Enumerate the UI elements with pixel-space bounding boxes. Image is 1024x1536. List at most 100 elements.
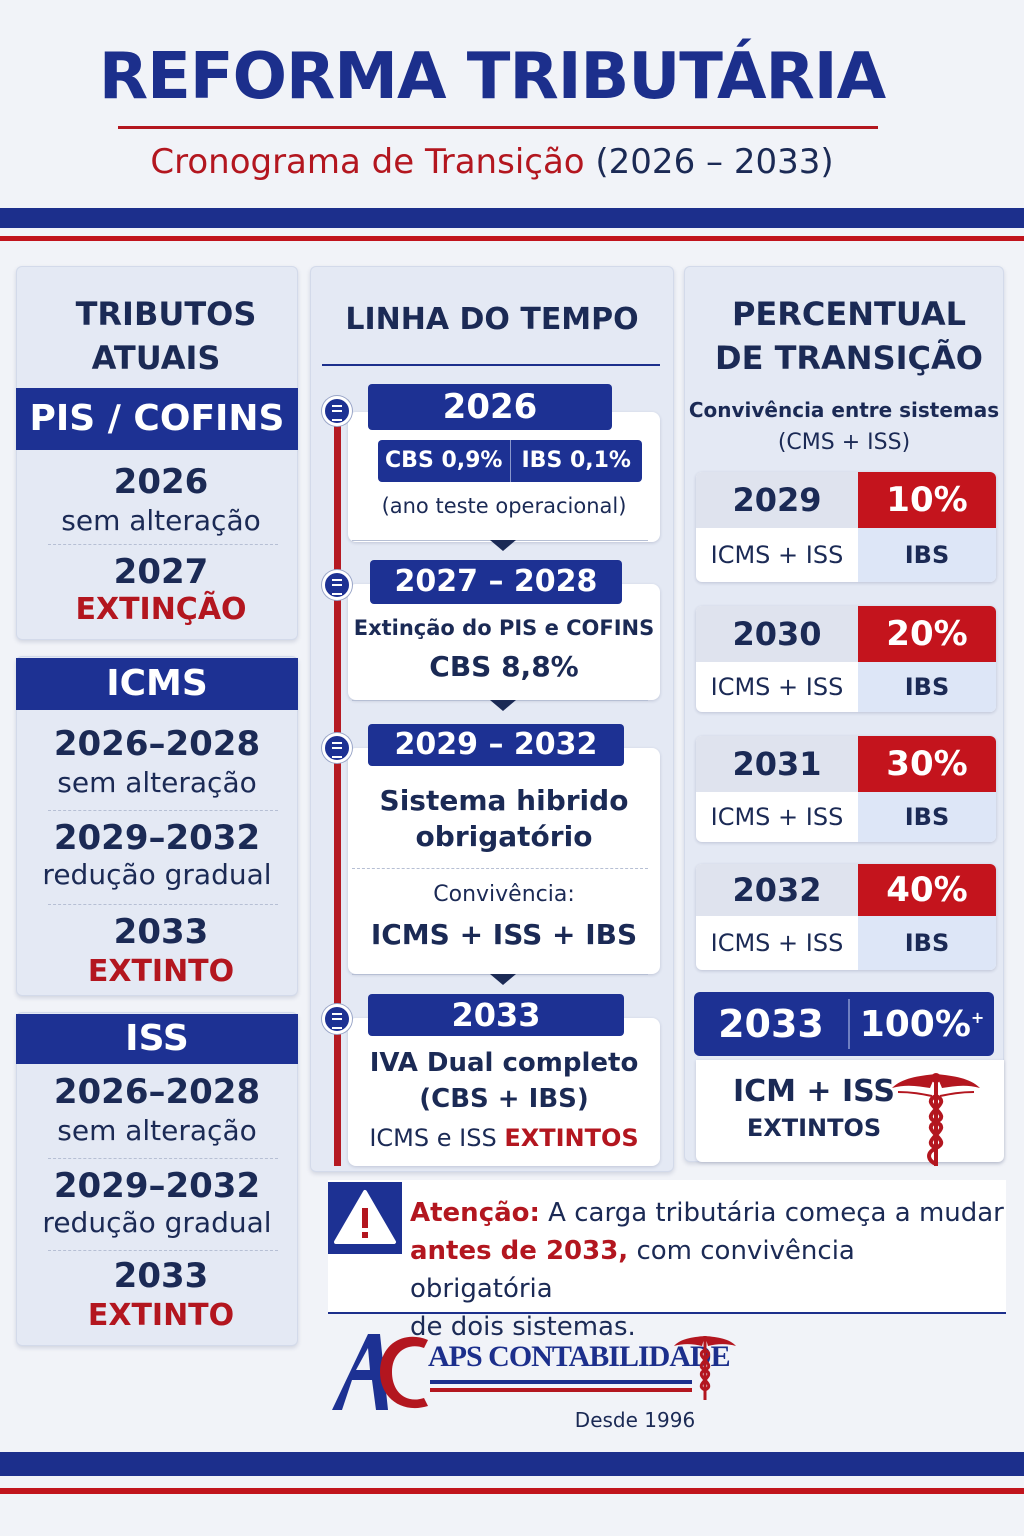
percent-final-year: 2033: [694, 999, 850, 1049]
timeline-note-2026: (ano teste operacional): [381, 494, 627, 518]
timeline-text-extinct: ICMS e ISS EXTINTOS: [348, 1124, 660, 1152]
logo-caduceus-icon: [672, 1330, 738, 1402]
timeline-extinct-taxes: ICMS e ISS: [369, 1124, 497, 1152]
subtitle-years: (2026 – 2033): [595, 142, 834, 182]
percent-note-2: (CMS + ISS): [777, 430, 911, 455]
icms-year-1: 2026–2028: [53, 724, 261, 764]
top-band-navy: [0, 208, 1024, 228]
timeline-doc-icon: [322, 1004, 352, 1034]
timeline-heading-rule: [322, 364, 660, 366]
percent-final-value: 100%+: [850, 1004, 994, 1045]
group-header-icms: ICMS: [16, 658, 298, 710]
timeline-year-2026: 2026: [368, 384, 612, 430]
timeline-doc-icon: [322, 570, 352, 600]
left-heading-line2: ATUAIS: [91, 339, 221, 377]
logo-rule-navy: [430, 1380, 692, 1384]
left-heading: TRIBUTOS ATUAIS: [16, 292, 316, 380]
divider: [48, 810, 278, 811]
panel-pis-cofins: [16, 266, 298, 640]
percent-year: 2032: [696, 864, 858, 916]
alert-line2: com convivência obrigatória: [410, 1236, 855, 1304]
divider: [352, 868, 648, 869]
icms-text-3: EXTINTO: [87, 954, 235, 989]
timeline-text-hybrid: Sistema hibrido: [379, 784, 629, 817]
alert-box: [328, 1180, 1006, 1314]
timeline-extinct-label: EXTINTOS: [504, 1124, 639, 1152]
divider: [48, 1250, 278, 1251]
percent-heading-line1: PERCENTUAL: [731, 295, 967, 333]
left-heading-line1: TRIBUTOS: [75, 295, 257, 333]
timeline-card-2029: [348, 748, 660, 974]
company-name: APS CONTABILIDADE: [428, 1340, 731, 1373]
timeline-year-2029-2032: 2029 – 2032: [368, 724, 624, 766]
alert-label: Atenção:: [410, 1198, 540, 1228]
percent-current-taxes: ICMS + ISS: [710, 929, 844, 957]
subtitle-text: Cronograma de Transição: [150, 142, 585, 182]
percent-new-tax: IBS: [858, 528, 996, 582]
divider: [48, 904, 278, 905]
timeline-year-2033: 2033: [368, 994, 624, 1036]
percent-current-taxes: ICMS + ISS: [710, 803, 844, 831]
percent-heading-line2: DE TRANSIÇÃO: [715, 339, 983, 377]
percent-final-sup: +: [970, 1007, 985, 1027]
company-since: Desde 1996: [574, 1408, 696, 1432]
icms-year-2: 2029–2032: [53, 818, 261, 858]
iss-text-2: redução gradual: [42, 1206, 272, 1239]
timeline-card-2033: [348, 1018, 660, 1166]
down-arrow-icon: [490, 540, 516, 551]
percent-year: 2030: [696, 606, 858, 662]
percent-year: 2029: [696, 472, 858, 528]
timeline-text-cbs-ibs: (CBS + IBS): [419, 1084, 589, 1114]
percent-current-taxes: ICMS + ISS: [710, 541, 844, 569]
group-header-iss: ISS: [16, 1014, 298, 1064]
ibs-rate: IBS 0,1%: [521, 448, 631, 473]
percent-note-1: Convivência entre sistemas: [688, 398, 1000, 422]
group-header-pis-cofins: PIS / COFINS: [16, 388, 298, 450]
down-arrow-icon: [490, 974, 516, 985]
divider: [48, 1158, 278, 1159]
title-divider: [118, 126, 878, 129]
timeline-line: [334, 406, 341, 1166]
iss-year-3: 2033: [113, 1256, 209, 1296]
percent-value: 40%: [858, 864, 996, 916]
timeline-rates-pill: CBS 0,9% IBS 0,1%: [378, 440, 642, 482]
timeline-text-taxes: ICMS + ISS + IBS: [370, 918, 638, 951]
panel-icms: [16, 656, 298, 996]
percent-block-2032: 2032 40% ICMS + ISS IBS: [696, 864, 996, 970]
alert-icon-box: [328, 1182, 402, 1254]
company-logo-mark: [328, 1326, 432, 1414]
page-subtitle: Cronograma de Transição (2026 – 2033): [0, 142, 984, 182]
icms-text-2: redução gradual: [42, 858, 272, 891]
iss-text-1: sem alteração: [57, 1114, 257, 1147]
percent-value: 10%: [858, 472, 996, 528]
warning-icon: [334, 1190, 396, 1244]
pis-year-2: 2027: [113, 552, 209, 592]
percent-value: 20%: [858, 606, 996, 662]
timeline-text-iva: IVA Dual completo: [369, 1048, 639, 1078]
percent-new-tax: IBS: [858, 916, 996, 970]
percent-year: 2031: [696, 736, 858, 792]
iss-year-2: 2029–2032: [53, 1166, 261, 1206]
logo-rule-red: [430, 1388, 692, 1392]
percent-current-taxes: ICMS + ISS: [710, 673, 844, 701]
percent-final-pct: 100%: [859, 1003, 971, 1045]
iss-year-1: 2026–2028: [53, 1072, 261, 1112]
pis-text-1: sem alteração: [61, 504, 261, 537]
pis-text-2: EXTINÇÃO: [75, 592, 247, 627]
page-title: REFORMA TRIBUTÁRIA: [98, 40, 886, 114]
alert-line1: A carga tributária começa a mudar: [539, 1198, 1004, 1228]
percent-final-extinct: EXTINTOS: [746, 1114, 882, 1142]
divider: [48, 544, 278, 545]
bottom-band-navy: [0, 1452, 1024, 1476]
timeline-text-cbs: CBS 8,8%: [429, 650, 579, 683]
percent-block-2029: 2029 10% ICMS + ISS IBS: [696, 472, 996, 582]
down-arrow-icon: [490, 700, 516, 711]
iss-text-3: EXTINTO: [87, 1298, 235, 1333]
panel-iss: [16, 1012, 298, 1346]
percent-value: 30%: [858, 736, 996, 792]
percent-new-tax: IBS: [858, 792, 996, 842]
icms-text-1: sem alteração: [57, 766, 257, 799]
timeline-text-mandatory: obrigatório: [415, 820, 593, 853]
caduceus-icon: [888, 1066, 984, 1172]
timeline-year-2027-2028: 2027 – 2028: [370, 560, 622, 604]
